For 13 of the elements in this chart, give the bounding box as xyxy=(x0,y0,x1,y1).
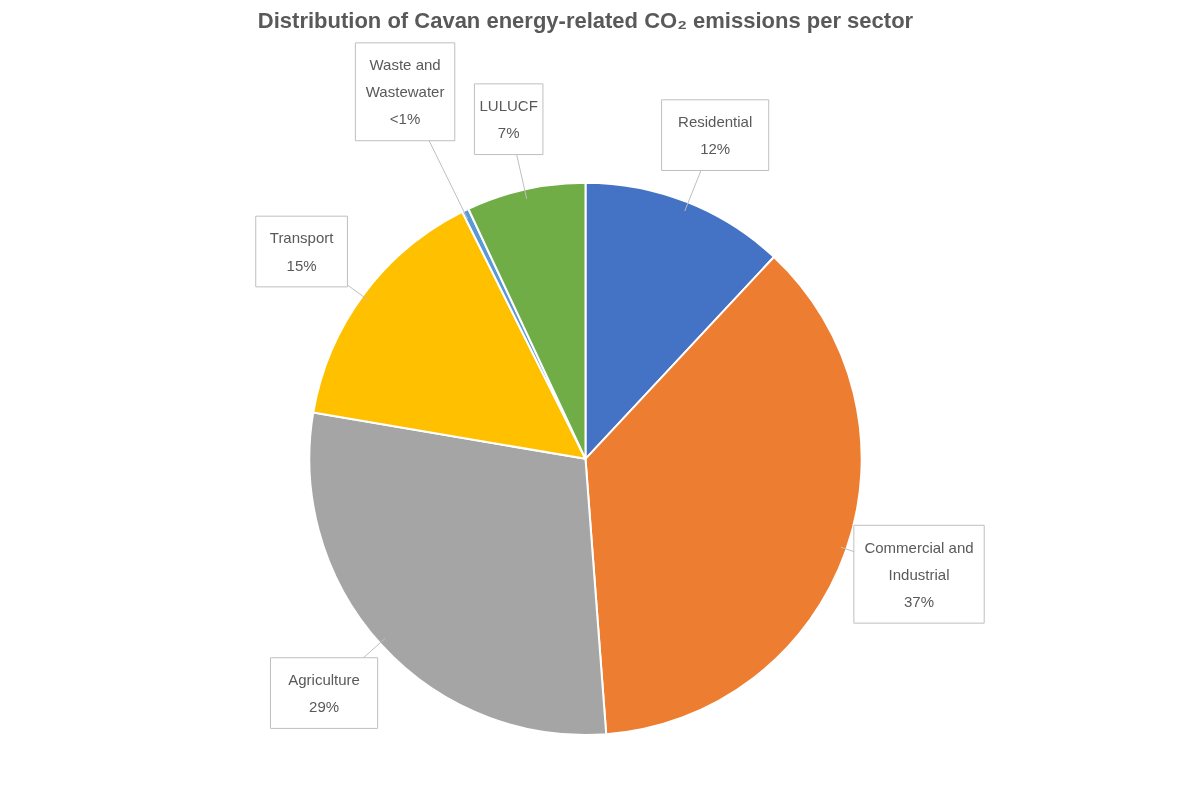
slice-label: Waste and Wastewater xyxy=(365,56,445,101)
chart-title: Distribution of Cavan energy-related CO₂ emissions per sector xyxy=(257,7,914,33)
data-label: 15% xyxy=(286,256,317,274)
data-label: <1% xyxy=(389,110,421,128)
data-label: 37% xyxy=(904,592,935,610)
data-label: 29% xyxy=(309,698,340,716)
data-label: 7% xyxy=(497,124,520,142)
slice-label: Commercial and Industrial xyxy=(864,538,974,583)
slice-label: Agriculture xyxy=(288,670,360,688)
slice-label: LULUCF xyxy=(479,97,538,115)
slice-label: Transport xyxy=(269,229,335,247)
slice-label: Residential xyxy=(678,113,753,131)
data-label: 12% xyxy=(700,140,731,158)
